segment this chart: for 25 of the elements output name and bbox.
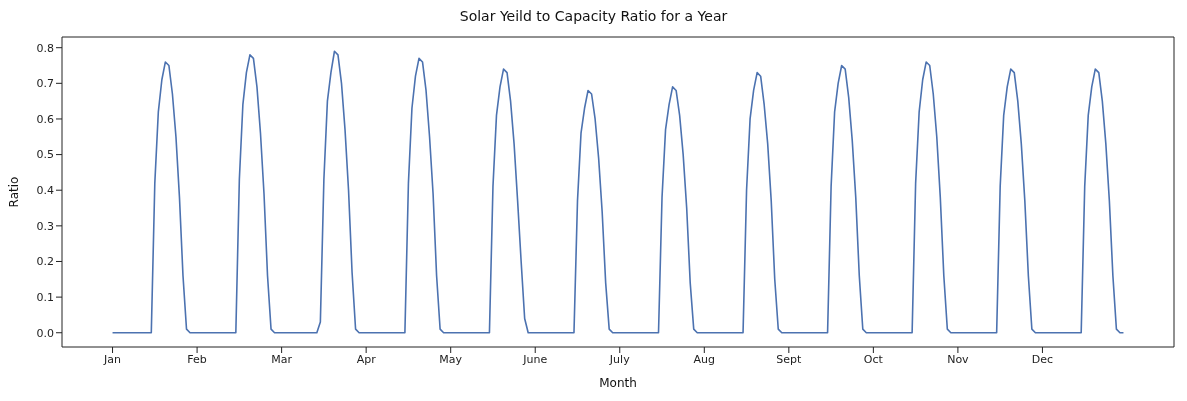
y-axis-title: Ratio: [7, 176, 22, 208]
y-tick-label: 0.8: [36, 41, 54, 55]
x-tick-label: Sept: [776, 352, 803, 366]
y-tick-label: 0.0: [36, 326, 54, 340]
x-axis-title: Month: [599, 376, 637, 390]
y-tick-label: 0.7: [36, 77, 54, 91]
y-tick-label: 0.5: [36, 148, 54, 162]
x-tick-label: Mar: [271, 352, 293, 366]
x-tick-label: Feb: [187, 352, 207, 366]
y-tick-label: 0.4: [36, 184, 54, 198]
y-tick-label: 0.3: [36, 219, 54, 233]
x-tick-label: Aug: [693, 352, 716, 366]
x-tick-label: Jan: [103, 352, 122, 366]
x-tick-label: Oct: [863, 352, 884, 366]
line-series: [111, 50, 1125, 334]
y-tick-label: 0.1: [36, 291, 54, 305]
x-tick-label: June: [522, 352, 548, 366]
x-tick-label: Nov: [947, 352, 970, 366]
x-tick-label: May: [439, 352, 463, 366]
y-tick-label: 0.2: [36, 255, 54, 269]
y-tick-label: 0.6: [36, 112, 54, 126]
x-tick-label: July: [608, 352, 631, 366]
chart-title: Solar Yeild to Capacity Ratio for a Year: [458, 8, 729, 26]
x-tick-label: Apr: [356, 352, 377, 366]
x-tick-label: Dec: [1031, 352, 1054, 366]
